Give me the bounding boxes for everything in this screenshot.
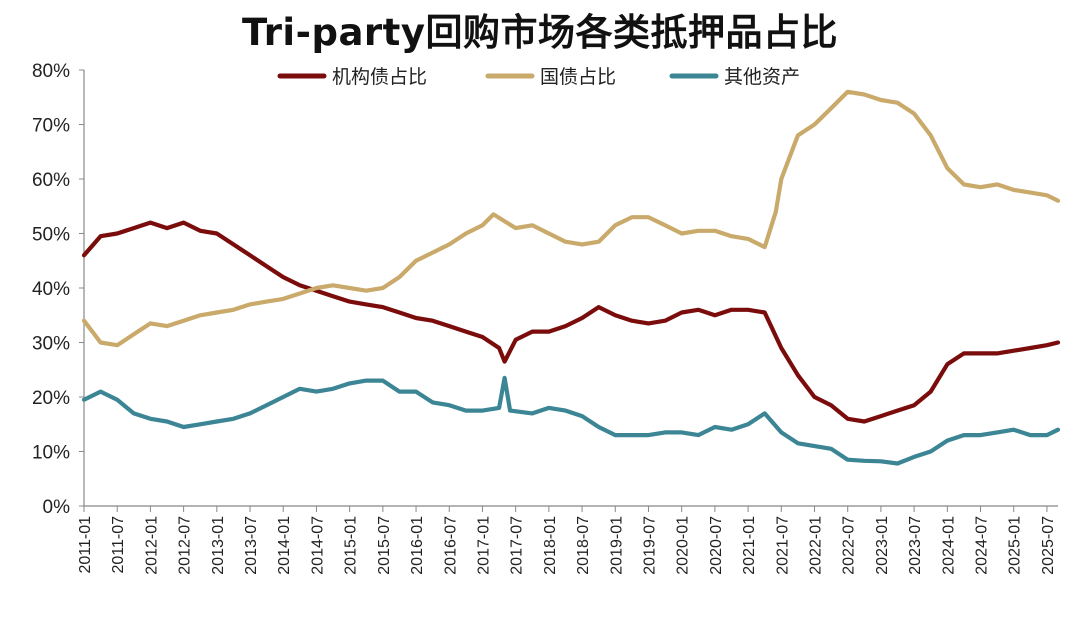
x-tick-label: 2013-07 [243,516,260,575]
series-line-2 [81,89,1061,348]
y-tick-label: 0% [43,497,71,518]
x-tick-label: 2015-01 [343,516,360,575]
series-line-1 [81,220,1061,424]
x-tick-label: 2021-07 [774,516,791,575]
x-tick-label: 2023-07 [907,516,924,575]
y-tick-label: 40% [32,279,70,300]
x-tick-label: 2014-07 [309,516,326,575]
x-tick-label: 2017-01 [475,516,492,575]
y-tick-label: 10% [32,443,70,464]
x-tick-label: 2025-01 [1007,516,1024,575]
x-tick-label: 2016-01 [409,516,426,575]
legend-label-1: 机构债占比 [332,66,427,88]
y-tick-label: 60% [32,170,70,191]
x-tick-label: 2012-01 [143,516,160,575]
x-tick-label: 2019-07 [641,516,658,575]
x-tick-label: 2012-07 [177,516,194,575]
x-tick-label: 2025-07 [1040,516,1057,575]
x-tick-label: 2020-07 [708,516,725,575]
x-tick-label: 2019-01 [608,516,625,575]
y-tick-label: 80% [32,61,70,82]
x-tick-label: 2014-01 [276,516,293,575]
x-tick-label: 2011-01 [77,516,94,574]
series-line-3 [81,375,1061,466]
legend: 机构债占比 国债占比 其他资产 [277,66,800,88]
y-tick-label: 30% [32,334,70,355]
chart-title: Tri-party回购市场各类抵押品占比 [242,11,838,54]
x-tick-label: 2018-01 [542,516,559,575]
x-tick-label: 2021-01 [741,516,758,575]
y-tick-label: 50% [32,225,70,246]
x-tick-label: 2013-01 [210,516,227,575]
x-tick-label: 2015-07 [376,516,393,575]
series-layer [81,89,1061,466]
y-tick-label: 70% [32,116,70,137]
x-tick-label: 2024-01 [940,516,957,575]
x-tick-label: 2020-01 [675,516,692,575]
x-tick-label: 2024-07 [974,516,991,575]
x-tick-label: 2022-01 [808,516,825,575]
x-tick-label: 2022-07 [841,516,858,575]
x-tick-label: 2017-07 [509,516,526,575]
x-tick-label: 2018-07 [575,516,592,575]
y-tick-label: 20% [32,388,70,409]
axes: 0% 10% 20% 30% 40% 50% 60% 70% 80% 2011-01 2011-07… [32,61,1058,575]
x-tick-label: 2016-07 [442,516,459,575]
x-tick-label: 2023-01 [874,516,891,575]
x-tick-label: 2011-07 [110,516,127,574]
legend-label-3: 其他资产 [724,66,800,88]
legend-label-2: 国债占比 [540,66,616,88]
